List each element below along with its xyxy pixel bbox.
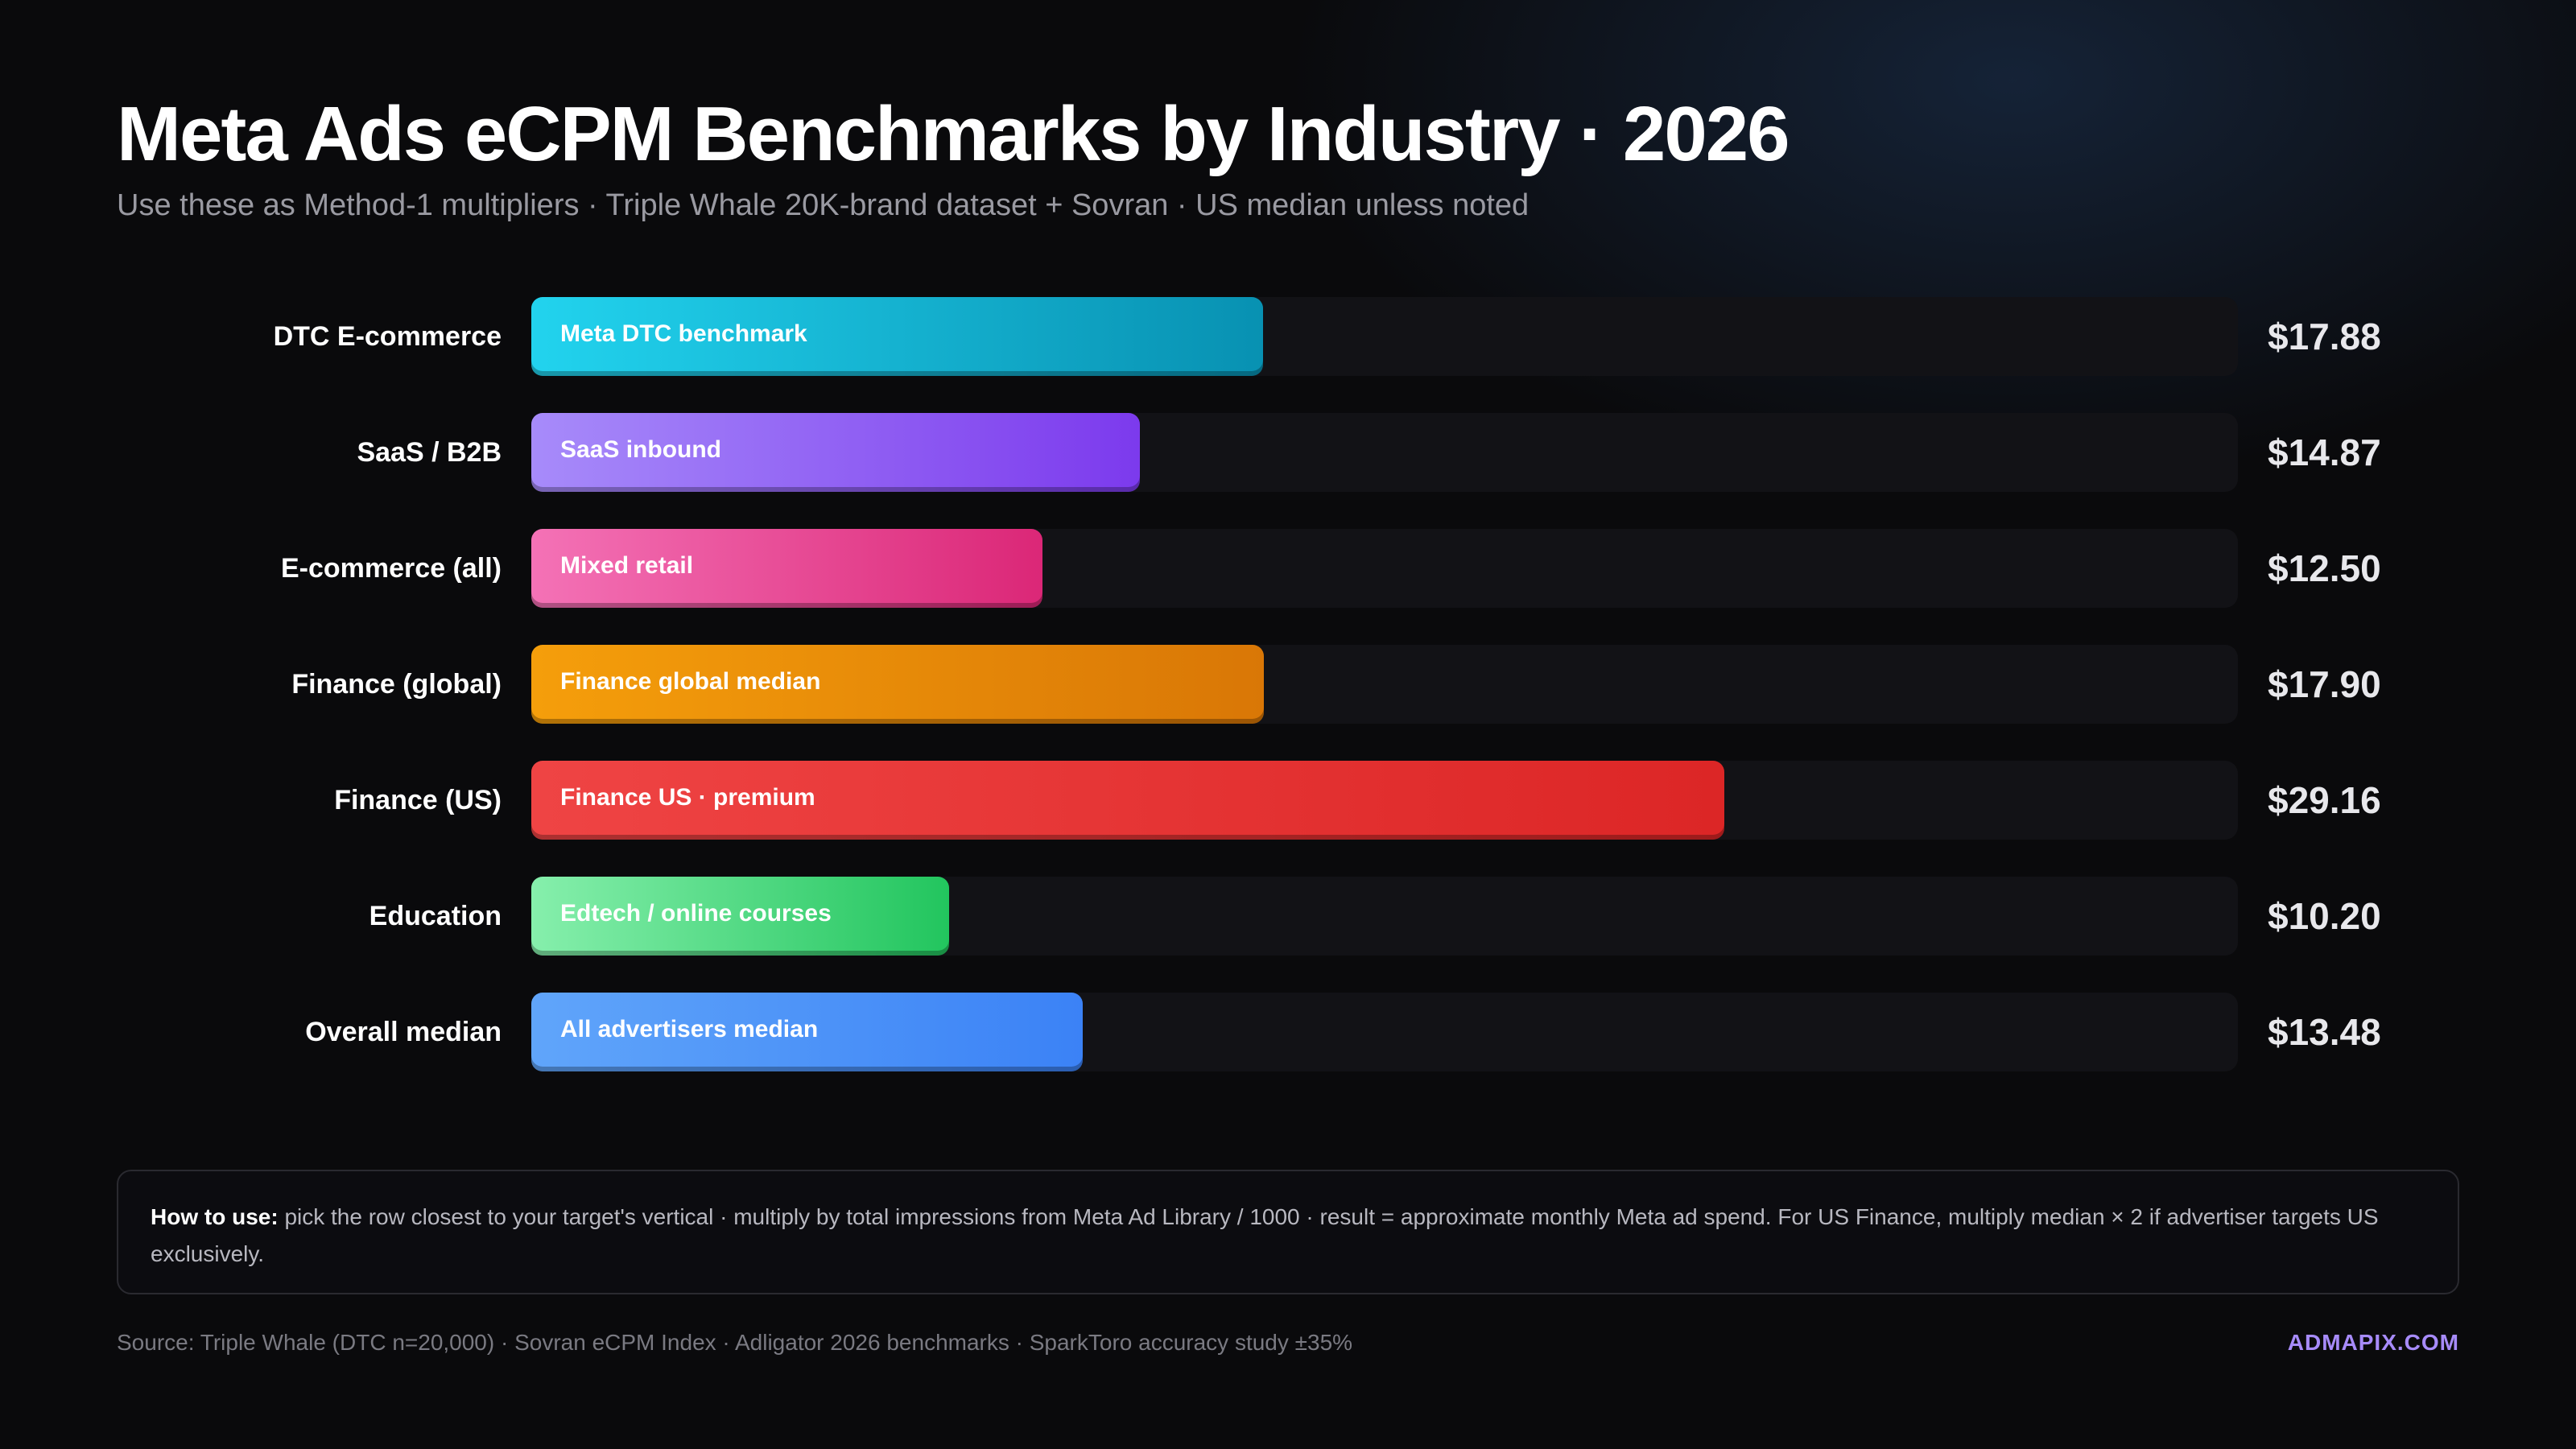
- category-label: DTC E-commerce: [273, 321, 502, 352]
- bar-row: Overall median All advertisers median $13.…: [0, 993, 2576, 1071]
- bar-label: Mixed retail: [560, 552, 694, 579]
- bar-row: DTC E-commerce Meta DTC benchmark $17.88: [0, 297, 2576, 376]
- bar-label: Finance US · premium: [560, 784, 815, 811]
- how-to-use-text: pick the row closest to your target's ve…: [151, 1204, 2379, 1266]
- bar-label: SaaS inbound: [560, 436, 722, 463]
- bar: SaaS inbound: [531, 413, 1140, 492]
- category-label: SaaS / B2B: [357, 437, 502, 468]
- bar-row: E-commerce (all) Mixed retail $12.50: [0, 529, 2576, 608]
- value-label: $17.88: [2268, 316, 2381, 357]
- bar-label: All advertisers median: [560, 1016, 819, 1042]
- bar: Finance US · premium: [531, 761, 1724, 840]
- value-label: $12.50: [2268, 547, 2381, 589]
- bar-label: Finance global median: [560, 668, 821, 695]
- value-label: $13.48: [2268, 1011, 2381, 1053]
- value-label: $14.87: [2268, 431, 2381, 473]
- bar-label: Meta DTC benchmark: [560, 320, 807, 347]
- value-label: $17.90: [2268, 663, 2381, 705]
- category-label: Finance (global): [291, 669, 502, 700]
- category-label: Finance (US): [334, 785, 502, 815]
- bar-row: Finance (US) Finance US · premium $29.16: [0, 761, 2576, 840]
- category-label: Education: [369, 901, 502, 931]
- bar: Finance global median: [531, 645, 1264, 724]
- bar: Edtech / online courses: [531, 877, 949, 956]
- brand-link[interactable]: ADMAPIX.COM: [2287, 1330, 2459, 1355]
- category-label: E-commerce (all): [281, 553, 502, 584]
- category-label: Overall median: [305, 1017, 502, 1047]
- bar: Mixed retail: [531, 529, 1042, 608]
- bar-row: Education Edtech / online courses $10.20: [0, 877, 2576, 956]
- page-title: Meta Ads eCPM Benchmarks by Industry · 2…: [117, 91, 1790, 177]
- page-subtitle: Use these as Method-1 multipliers · Trip…: [117, 188, 1530, 222]
- bar-row: SaaS / B2B SaaS inbound $14.87: [0, 413, 2576, 492]
- bar: All advertisers median: [531, 993, 1083, 1071]
- bar: Meta DTC benchmark: [531, 297, 1263, 376]
- source-note: Source: Triple Whale (DTC n=20,000) · So…: [117, 1330, 1353, 1355]
- bar-row: Finance (global) Finance global median $17…: [0, 645, 2576, 724]
- how-to-use-box: How to use: pick the row closest to your…: [117, 1170, 2459, 1294]
- bar-label: Edtech / online courses: [560, 900, 832, 927]
- value-label: $29.16: [2268, 779, 2381, 821]
- value-label: $10.20: [2268, 895, 2381, 937]
- how-to-use-lead: How to use:: [151, 1204, 279, 1229]
